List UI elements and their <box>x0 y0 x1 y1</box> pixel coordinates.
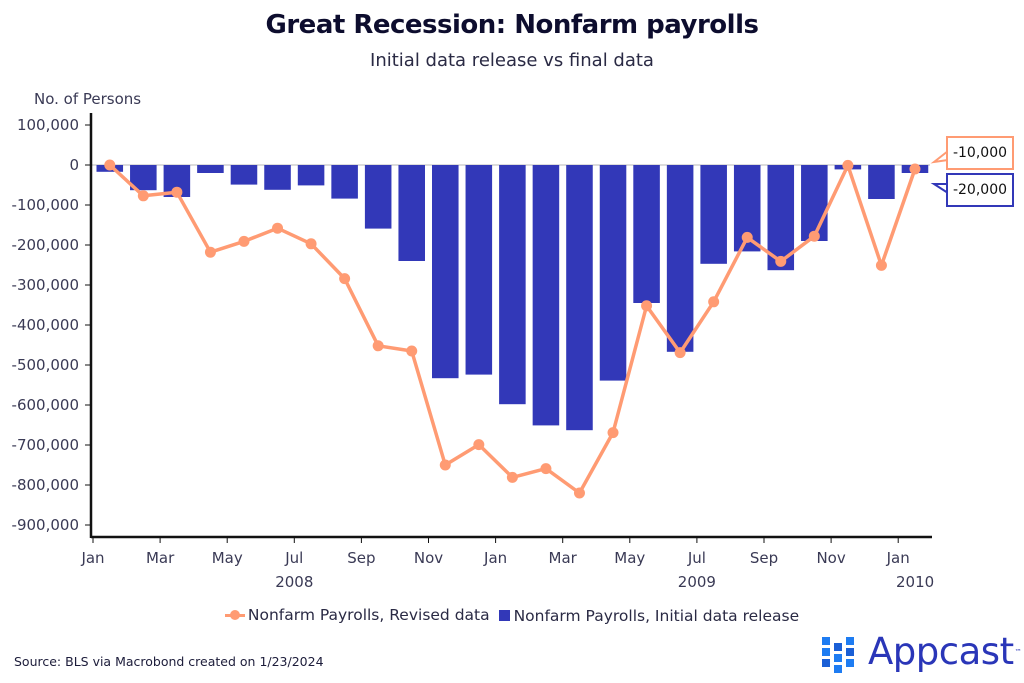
x-tick-label: Sep <box>750 549 778 567</box>
x-tick-label: Jan <box>483 549 507 567</box>
bar-swatch-icon <box>498 610 510 621</box>
last-value-label-initial: -20,000 <box>946 173 1014 207</box>
bar-initial <box>197 165 224 173</box>
x-tick-label: Mar <box>146 549 175 567</box>
point-revised <box>607 427 619 439</box>
line-series-revised <box>104 159 921 499</box>
point-revised <box>104 159 116 171</box>
chart-legend: Nonfarm Payrolls, Revised data Nonfarm P… <box>0 606 1024 625</box>
source-note: Source: BLS via Macrobond created on 1/2… <box>14 654 324 669</box>
point-revised <box>775 255 787 267</box>
bar-initial <box>230 165 258 185</box>
y-tick-label: -500,000 <box>12 356 79 374</box>
bar-initial <box>532 165 560 426</box>
bar-initial <box>264 165 291 190</box>
point-revised <box>540 463 552 475</box>
point-revised <box>238 235 250 247</box>
point-revised <box>473 439 485 451</box>
point-revised <box>741 231 753 243</box>
legend-label-initial: Nonfarm Payrolls, Initial data release <box>513 606 800 625</box>
x-tick-label: Nov <box>816 549 845 567</box>
x-year-label: 2010 <box>896 573 934 591</box>
point-revised <box>641 300 653 312</box>
line-marker-icon <box>224 609 245 621</box>
last-value-text-initial: -20,000 <box>952 182 1008 198</box>
bar-initial <box>566 165 593 431</box>
last-value-text-revised: -10,000 <box>952 145 1008 161</box>
x-year-label: 2008 <box>275 573 313 591</box>
legend-item-initial[interactable]: Nonfarm Payrolls, Initial data release <box>498 606 800 625</box>
bar-initial <box>398 165 425 261</box>
x-tick-label: May <box>212 549 243 567</box>
bar-initial <box>297 165 325 186</box>
trademark-symbol: ™ <box>1014 647 1022 656</box>
y-tick-label: -400,000 <box>12 316 79 334</box>
y-axis-ticks: 100,000 0 -100,000 -200,000 -300,000 -400,000… <box>12 116 91 534</box>
y-tick-label: -300,000 <box>12 276 79 294</box>
appcast-logo: Appcast ™ <box>820 630 1022 673</box>
bar-initial <box>331 165 358 199</box>
bar-series-initial <box>96 165 929 431</box>
point-revised <box>808 230 820 242</box>
bar-initial <box>700 165 727 264</box>
x-tick-label: Jan <box>80 549 104 567</box>
point-revised <box>339 273 351 285</box>
x-tick-label: Jan <box>886 549 910 567</box>
x-tick-label: Sep <box>347 549 375 567</box>
point-revised <box>171 186 183 198</box>
y-tick-label: -700,000 <box>12 436 79 454</box>
point-revised <box>674 347 686 359</box>
point-revised <box>137 190 149 202</box>
x-axis-ticks: Jan Mar May Jul 2008 Sep Nov Jan Mar May Jul 2009 Se… <box>80 537 934 591</box>
x-tick-label: Mar <box>549 549 578 567</box>
legend-item-revised[interactable]: Nonfarm Payrolls, Revised data <box>224 606 490 624</box>
chart-plot: 100,000 0 -100,000 -200,000 -300,000 -400,000… <box>12 113 949 591</box>
x-tick-label: Jul <box>284 549 303 567</box>
point-revised <box>204 246 216 258</box>
bar-initial <box>465 165 493 375</box>
bar-initial <box>666 165 694 352</box>
point-revised <box>305 238 317 250</box>
bar-initial <box>868 165 895 199</box>
x-year-label: 2009 <box>678 573 716 591</box>
y-tick-label: -800,000 <box>12 476 79 494</box>
x-tick-label: Jul <box>687 549 706 567</box>
appcast-logo-icon <box>820 631 862 673</box>
point-revised <box>573 487 585 499</box>
point-revised <box>406 345 418 357</box>
point-revised <box>842 159 854 171</box>
point-revised <box>875 259 887 271</box>
y-tick-label: 0 <box>69 156 79 174</box>
last-value-label-revised: -10,000 <box>946 136 1014 170</box>
bar-initial <box>599 165 627 381</box>
point-revised <box>708 296 720 308</box>
bar-initial <box>633 165 660 303</box>
y-tick-label: -900,000 <box>12 516 79 534</box>
x-tick-label: May <box>614 549 645 567</box>
legend-label-revised: Nonfarm Payrolls, Revised data <box>247 606 490 624</box>
bar-initial <box>499 165 526 405</box>
y-tick-label: 100,000 <box>17 116 79 134</box>
x-tick-label: Nov <box>414 549 443 567</box>
point-revised <box>439 459 451 471</box>
y-tick-label: -200,000 <box>12 236 79 254</box>
point-revised <box>372 340 384 352</box>
appcast-logo-text: Appcast <box>868 630 1014 673</box>
y-tick-label: -100,000 <box>12 196 79 214</box>
chart-title: Great Recession: Nonfarm payrolls <box>265 10 759 40</box>
bar-initial <box>432 165 459 379</box>
bar-initial <box>364 165 392 229</box>
point-revised <box>506 471 518 483</box>
bar-initial <box>801 165 828 241</box>
y-tick-label: -600,000 <box>12 396 79 414</box>
point-revised <box>909 163 921 175</box>
chart-subtitle: Initial data release vs final data <box>370 50 654 71</box>
point-revised <box>272 222 284 234</box>
y-axis-label: No. of Persons <box>34 90 142 108</box>
